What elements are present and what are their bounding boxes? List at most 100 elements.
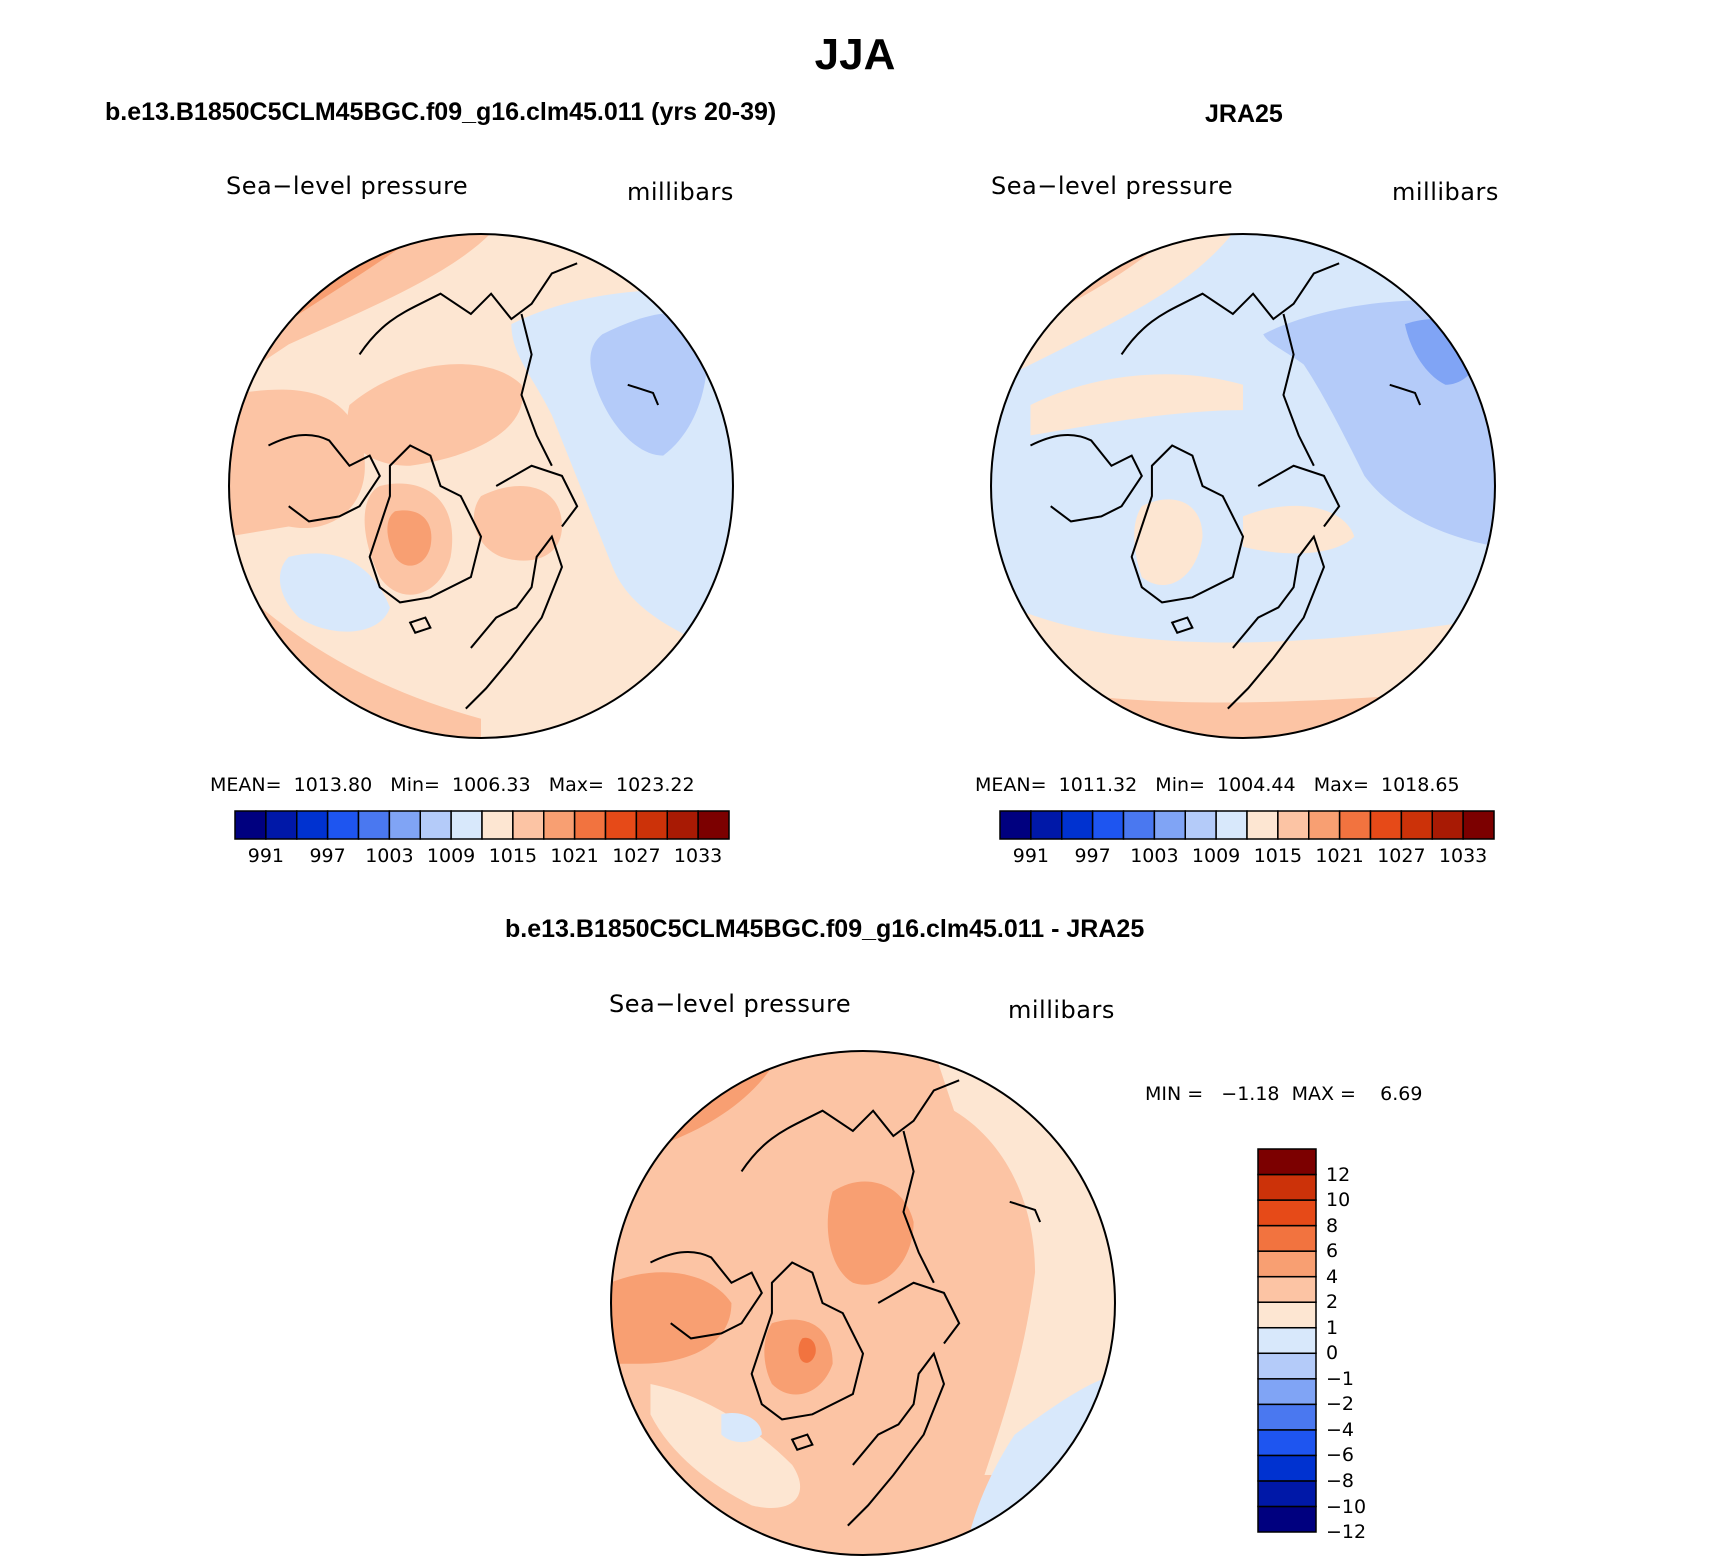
obs-right-label: millibars xyxy=(1392,178,1499,206)
model-case-title: b.e13.B1850C5CLM45BGC.f09_g16.clm45.011 … xyxy=(105,98,777,126)
diff-tick-label: 8 xyxy=(1326,1214,1339,1237)
obs-greenland-high xyxy=(1134,499,1203,586)
diff-greenland-core xyxy=(798,1337,816,1363)
diff-colorbar-box xyxy=(1257,1480,1317,1508)
obs-colorbar-box xyxy=(1091,810,1125,840)
model-colorbar-box xyxy=(666,810,699,840)
obs-tick-label: 1009 xyxy=(1191,845,1241,867)
diff-tick-label: −1 xyxy=(1326,1367,1355,1390)
obs-colorbar-box xyxy=(999,810,1032,840)
diff-colorbar-box xyxy=(1257,1173,1317,1201)
model-europe-high xyxy=(473,486,562,561)
obs-colorbar-box xyxy=(1061,810,1094,840)
diff-tick-label: 4 xyxy=(1326,1265,1339,1288)
model-colorbar-box xyxy=(234,810,267,840)
obs-colorbar-box xyxy=(1246,810,1279,840)
diff-colorbar-box xyxy=(1257,1429,1317,1457)
model-tick-label: 1027 xyxy=(612,845,661,867)
obs-tick-label: 1003 xyxy=(1130,845,1179,867)
model-colorbar-box xyxy=(573,810,607,840)
model-colorbar-box xyxy=(296,810,329,840)
model-right-label: millibars xyxy=(627,178,734,206)
diff-tick-label: −4 xyxy=(1326,1418,1355,1441)
model-mid-band xyxy=(347,364,523,466)
model-atlantic-low xyxy=(279,553,390,632)
model-colorbar-box xyxy=(265,810,298,840)
model-colorbar-box xyxy=(388,810,422,840)
obs-colorbar-box xyxy=(1184,810,1217,840)
obs-colorbar-ticks: 991 997 1003 1009 1015 1021 1027 1033 xyxy=(1000,845,1494,869)
diff-west-high xyxy=(611,1272,732,1364)
diff-coastline-a xyxy=(650,1079,1042,1527)
model-colorbar-box xyxy=(481,810,514,840)
model-greenland-core xyxy=(387,510,432,566)
diff-right-label: millibars xyxy=(1008,996,1115,1024)
diff-left-label: Sea−level pressure xyxy=(609,990,852,1018)
model-polar-map xyxy=(228,233,734,739)
diff-tick-label: 1 xyxy=(1326,1316,1339,1339)
model-west-high xyxy=(229,389,365,537)
model-colorbar-box xyxy=(604,810,638,840)
model-tick-label: 1015 xyxy=(488,845,538,867)
diff-central-high xyxy=(827,1181,914,1285)
diff-colorbar-box xyxy=(1257,1275,1317,1303)
obs-mid-band xyxy=(1030,374,1243,436)
figure-title: JJA xyxy=(814,30,896,79)
model-colorbar-box xyxy=(697,810,730,840)
model-colorbar-ticks: 991 997 1003 1009 1015 1021 1027 1033 xyxy=(235,845,729,869)
obs-tick-label: 1033 xyxy=(1438,845,1488,867)
obs-left-label: Sea−level pressure xyxy=(991,172,1234,200)
model-map-boundary xyxy=(228,233,734,739)
diff-tick-label: −2 xyxy=(1326,1393,1355,1416)
obs-colorbar-box xyxy=(1431,810,1464,840)
model-colorbar-box xyxy=(543,810,576,840)
diff-colorbar-box xyxy=(1257,1326,1317,1355)
model-tick-label: 1021 xyxy=(550,845,599,867)
model-left-label: Sea−level pressure xyxy=(226,172,469,200)
model-stats: MEAN= 1013.80 Min= 1006.33 Max= 1023.22 xyxy=(210,774,695,796)
diff-polar-map xyxy=(610,1050,1116,1556)
obs-polar-map xyxy=(990,233,1496,739)
model-tick-label: 991 xyxy=(247,845,285,867)
model-colorbar-box xyxy=(419,810,452,840)
obs-tick-label: 1027 xyxy=(1377,845,1426,867)
diff-tick-label: −6 xyxy=(1326,1444,1355,1467)
diff-colorbar-box xyxy=(1257,1250,1317,1278)
diff-colorbar-box xyxy=(1257,1454,1317,1482)
obs-coastline-a xyxy=(1030,262,1422,710)
diff-colorbar-box xyxy=(1257,1224,1317,1252)
diff-atlantic-band xyxy=(650,1383,801,1509)
model-coastline-a xyxy=(268,262,660,710)
model-tick-label: 1003 xyxy=(365,845,414,867)
diff-colorbar-box xyxy=(1257,1199,1317,1227)
diff-colorbar xyxy=(1257,1148,1317,1533)
model-colorbar-box xyxy=(450,810,483,840)
diff-case-title: b.e13.B1850C5CLM45BGC.f09_g16.clm45.011 … xyxy=(505,915,1145,943)
model-colorbar-box xyxy=(635,810,669,840)
model-colorbar-box xyxy=(357,810,391,840)
diff-greenland-high xyxy=(764,1319,833,1395)
obs-tick-label: 997 xyxy=(1074,845,1111,867)
obs-map-boundary xyxy=(990,233,1496,739)
obs-stats: MEAN= 1011.32 Min= 1004.44 Max= 1018.65 xyxy=(975,774,1460,796)
obs-colorbar-box xyxy=(1338,810,1372,840)
obs-europe-high xyxy=(1243,505,1355,554)
model-tick-label: 1009 xyxy=(426,845,476,867)
diff-tick-label: 0 xyxy=(1326,1342,1339,1365)
diff-colorbar-box xyxy=(1257,1378,1317,1406)
obs-colorbar-box xyxy=(1030,810,1063,840)
diff-colorbar-box xyxy=(1257,1403,1317,1431)
obs-tick-label: 1021 xyxy=(1315,845,1364,867)
diff-stats: MIN = −1.18 MAX = 6.69 xyxy=(1145,1083,1423,1105)
diff-atlantic-low xyxy=(721,1413,762,1443)
diff-colorbar-box xyxy=(1257,1301,1317,1329)
model-tick-label: 997 xyxy=(309,845,346,867)
model-tick-label: 1033 xyxy=(673,845,723,867)
obs-colorbar-box xyxy=(1153,810,1187,840)
diff-tick-label: −12 xyxy=(1326,1521,1367,1543)
obs-case-title: JRA25 xyxy=(1205,100,1283,128)
obs-colorbar-box xyxy=(1369,810,1403,840)
obs-colorbar xyxy=(999,810,1495,840)
diff-colorbar-box xyxy=(1257,1505,1317,1533)
model-colorbar xyxy=(234,810,730,840)
